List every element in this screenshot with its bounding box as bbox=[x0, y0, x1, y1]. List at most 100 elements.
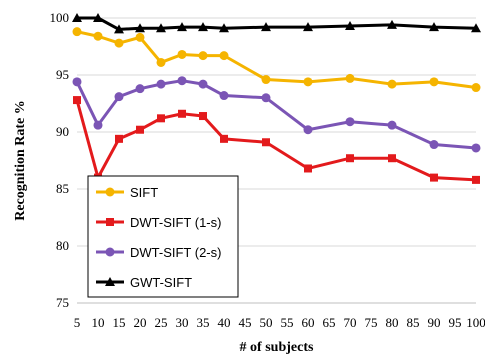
x-tick-90: 90 bbox=[428, 315, 441, 330]
series-3-point-8 bbox=[261, 22, 271, 32]
x-tick-10: 10 bbox=[92, 315, 105, 330]
series-1-point-11 bbox=[388, 154, 396, 163]
series-1-point-7 bbox=[220, 134, 228, 143]
series-2-point-4 bbox=[156, 79, 166, 89]
series-0-point-11 bbox=[387, 79, 397, 89]
series-line-3 bbox=[77, 16, 477, 31]
series-1-point-10 bbox=[346, 154, 354, 163]
series-0-point-2 bbox=[114, 38, 124, 48]
x-axis-title: # of subjects bbox=[240, 340, 314, 355]
series-0-point-4 bbox=[156, 57, 166, 67]
series-1-point-0 bbox=[73, 96, 81, 105]
series-1 bbox=[73, 96, 480, 184]
series-3 bbox=[72, 13, 481, 34]
legend-label-1: DWT-SIFT (1-s) bbox=[130, 215, 221, 230]
y-tick-labels: 75 80 85 90 95 100 bbox=[50, 10, 70, 310]
series-0-point-12 bbox=[429, 77, 439, 87]
series-3-point-12 bbox=[429, 22, 439, 32]
series-1-point-6 bbox=[199, 112, 207, 121]
series-2-point-3 bbox=[135, 84, 145, 94]
legend-marker-2 bbox=[105, 247, 115, 257]
series-0-point-13 bbox=[471, 83, 481, 93]
legend-label-0: SIFT bbox=[130, 185, 158, 200]
x-tick-65: 65 bbox=[323, 315, 336, 330]
series-2-point-9 bbox=[303, 125, 313, 135]
series-line-1 bbox=[75, 99, 477, 182]
x-tick-35: 35 bbox=[197, 315, 210, 330]
legend: SIFT DWT-SIFT (1-s) DWT-SIFT (2-s) GWT-SIFT bbox=[87, 175, 239, 298]
series-3-point-0 bbox=[72, 13, 82, 22]
series-3-point-7 bbox=[219, 23, 229, 33]
x-tick-80: 80 bbox=[386, 315, 399, 330]
series-2-point-5 bbox=[177, 76, 187, 86]
series-0-point-7 bbox=[219, 51, 229, 61]
series-3-point-11 bbox=[387, 19, 397, 29]
series-3-point-5 bbox=[177, 22, 187, 32]
series-2-point-7 bbox=[219, 91, 229, 101]
x-tick-60: 60 bbox=[302, 315, 315, 330]
series-2-point-10 bbox=[345, 117, 355, 127]
y-tick-75: 75 bbox=[56, 295, 69, 310]
series-1-point-9 bbox=[304, 164, 312, 173]
legend-label-2: DWT-SIFT (2-s) bbox=[130, 245, 221, 260]
x-tick-70: 70 bbox=[344, 315, 357, 330]
series-group bbox=[72, 13, 481, 184]
series-2-point-1 bbox=[93, 120, 103, 130]
series-0 bbox=[72, 27, 481, 93]
series-0-point-1 bbox=[93, 31, 103, 41]
series-0-point-8 bbox=[261, 75, 271, 85]
legend-label-3: GWT-SIFT bbox=[130, 275, 192, 290]
x-tick-85: 85 bbox=[407, 315, 420, 330]
series-1-point-4 bbox=[157, 114, 165, 123]
series-1-point-12 bbox=[430, 173, 438, 182]
x-tick-75: 75 bbox=[365, 315, 378, 330]
series-1-point-5 bbox=[178, 109, 186, 118]
legend-marker-3 bbox=[105, 277, 115, 286]
series-3-point-13 bbox=[471, 23, 481, 33]
series-3-point-6 bbox=[198, 22, 208, 32]
x-tick-labels: 5 10 15 20 25 30 35 40 45 50 55 60 65 70 75 80 85 90 95 100 bbox=[74, 315, 485, 330]
series-3-point-2 bbox=[114, 24, 124, 34]
series-1-point-13 bbox=[472, 175, 480, 184]
x-tick-30: 30 bbox=[176, 315, 189, 330]
x-tick-95: 95 bbox=[449, 315, 462, 330]
series-2-point-2 bbox=[114, 92, 124, 102]
series-0-point-5 bbox=[177, 49, 187, 59]
series-1-point-8 bbox=[262, 138, 270, 147]
series-2-point-11 bbox=[387, 120, 397, 130]
y-tick-100: 100 bbox=[50, 10, 70, 25]
series-3-point-9 bbox=[303, 22, 313, 32]
series-0-point-3 bbox=[135, 32, 145, 42]
y-tick-90: 90 bbox=[56, 124, 69, 139]
series-0-point-9 bbox=[303, 77, 313, 87]
legend-marker-0 bbox=[105, 187, 115, 197]
series-3-point-1 bbox=[93, 13, 103, 22]
series-2 bbox=[72, 76, 481, 153]
y-tick-95: 95 bbox=[56, 67, 69, 82]
series-2-point-8 bbox=[261, 93, 271, 103]
legend-marker-1 bbox=[106, 218, 114, 226]
x-tick-15: 15 bbox=[113, 315, 126, 330]
series-2-point-0 bbox=[72, 77, 82, 87]
x-tick-100: 100 bbox=[466, 315, 485, 330]
x-tick-5: 5 bbox=[74, 315, 81, 330]
y-tick-80: 80 bbox=[56, 238, 69, 253]
series-2-point-6 bbox=[198, 79, 208, 89]
series-0-point-0 bbox=[72, 27, 82, 37]
series-2-point-12 bbox=[429, 140, 439, 150]
legend-box bbox=[87, 175, 239, 298]
x-tick-55: 55 bbox=[281, 315, 294, 330]
series-1-point-2 bbox=[115, 134, 123, 143]
series-0-point-6 bbox=[198, 51, 208, 61]
x-tick-45: 45 bbox=[239, 315, 252, 330]
x-tick-20: 20 bbox=[134, 315, 147, 330]
x-tick-40: 40 bbox=[218, 315, 231, 330]
series-3-point-4 bbox=[156, 23, 166, 33]
y-axis-title: Recognition Rate % bbox=[13, 100, 28, 221]
x-tick-25: 25 bbox=[155, 315, 168, 330]
y-tick-85: 85 bbox=[56, 181, 69, 196]
x-tick-50: 50 bbox=[260, 315, 273, 330]
series-3-point-3 bbox=[135, 23, 145, 33]
series-0-point-10 bbox=[345, 73, 355, 83]
